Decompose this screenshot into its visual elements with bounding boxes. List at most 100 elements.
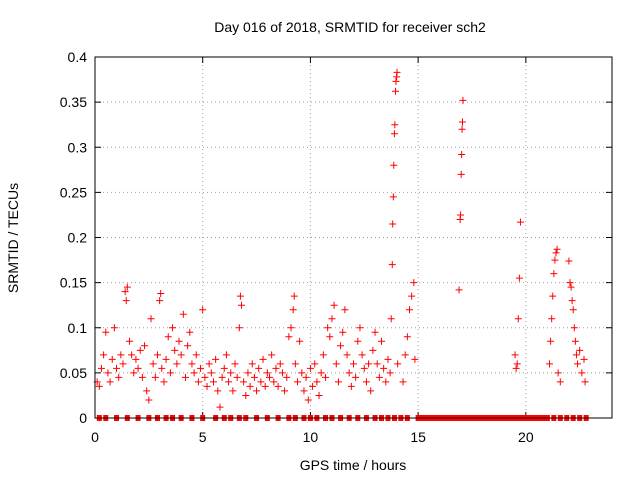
data-point xyxy=(104,369,112,377)
data-point xyxy=(261,382,269,390)
data-point xyxy=(235,324,243,332)
data-point xyxy=(290,292,298,300)
data-point xyxy=(390,161,398,169)
data-point xyxy=(458,150,466,158)
data-point xyxy=(367,387,375,395)
data-point xyxy=(369,346,377,354)
data-point xyxy=(581,378,589,386)
data-point xyxy=(265,373,273,381)
data-point xyxy=(515,274,523,282)
data-point xyxy=(401,351,409,359)
data-point xyxy=(97,364,105,372)
data-point xyxy=(283,373,291,381)
data-point xyxy=(222,351,230,359)
data-point xyxy=(410,279,418,287)
data-point xyxy=(326,333,334,341)
data-point xyxy=(138,373,146,381)
data-point xyxy=(287,324,295,332)
data-point xyxy=(171,346,179,354)
data-point xyxy=(255,364,263,372)
data-point xyxy=(181,373,189,381)
data-point xyxy=(231,360,239,368)
data-point xyxy=(166,369,174,377)
data-point xyxy=(378,337,386,345)
data-point xyxy=(399,378,407,386)
data-point xyxy=(306,364,314,372)
data-point xyxy=(556,378,564,386)
data-point xyxy=(160,378,168,386)
data-point xyxy=(389,193,397,201)
data-point xyxy=(315,391,323,399)
data-point xyxy=(100,351,108,359)
data-point xyxy=(246,382,254,390)
data-point xyxy=(549,292,557,300)
data-point xyxy=(565,257,573,265)
data-point xyxy=(248,360,256,368)
data-point xyxy=(459,118,467,126)
data-point xyxy=(352,373,360,381)
data-point xyxy=(122,297,130,305)
data-point xyxy=(389,220,397,228)
data-point xyxy=(199,306,207,314)
data-point xyxy=(257,378,265,386)
data-point xyxy=(387,315,395,323)
data-point xyxy=(365,360,373,368)
data-point xyxy=(272,364,280,372)
y-tick-label: 0.15 xyxy=(60,275,87,291)
data-point xyxy=(574,360,582,368)
x-tick-label: 10 xyxy=(303,429,319,445)
data-point xyxy=(302,373,310,381)
data-point xyxy=(569,306,577,314)
y-tick-label: 0.4 xyxy=(68,49,88,65)
data-point xyxy=(121,288,129,296)
data-point xyxy=(384,355,392,363)
data-point xyxy=(253,387,261,395)
data-point xyxy=(153,351,161,359)
data-point xyxy=(343,351,351,359)
data-point xyxy=(218,373,226,381)
data-point xyxy=(570,324,578,332)
data-point xyxy=(207,369,215,377)
data-point xyxy=(136,346,144,354)
data-point xyxy=(580,355,588,363)
data-point xyxy=(317,369,325,377)
y-tick-label: 0.35 xyxy=(60,94,87,110)
data-point xyxy=(358,351,366,359)
data-point xyxy=(143,387,151,395)
y-tick-label: 0.05 xyxy=(60,365,87,381)
x-tick-label: 5 xyxy=(199,429,207,445)
data-point xyxy=(108,355,116,363)
data-point xyxy=(263,369,271,377)
data-point xyxy=(319,351,327,359)
data-point xyxy=(550,270,558,278)
data-point xyxy=(158,364,166,372)
data-point xyxy=(169,324,177,332)
data-point xyxy=(197,364,205,372)
data-point xyxy=(276,360,284,368)
data-point xyxy=(512,364,520,372)
chart-title: Day 016 of 2018, SRMTID for receiver sch… xyxy=(214,19,486,35)
data-point xyxy=(162,355,170,363)
data-point xyxy=(95,382,103,390)
data-point xyxy=(177,351,185,359)
data-point xyxy=(190,369,198,377)
data-point xyxy=(123,283,131,291)
data-point xyxy=(552,249,560,257)
data-point xyxy=(119,360,127,368)
grid xyxy=(95,57,612,418)
data-point xyxy=(141,342,149,350)
data-point xyxy=(375,373,383,381)
data-point xyxy=(225,378,233,386)
data-point xyxy=(274,382,282,390)
data-series xyxy=(93,68,589,421)
data-point xyxy=(547,337,555,345)
data-point xyxy=(250,373,258,381)
data-point xyxy=(514,315,522,323)
data-point xyxy=(270,378,278,386)
data-point xyxy=(259,355,267,363)
x-tick-label: 0 xyxy=(91,429,99,445)
data-point xyxy=(113,364,121,372)
y-axis-label: SRMTID / TECUs xyxy=(5,183,21,293)
data-point xyxy=(362,378,370,386)
